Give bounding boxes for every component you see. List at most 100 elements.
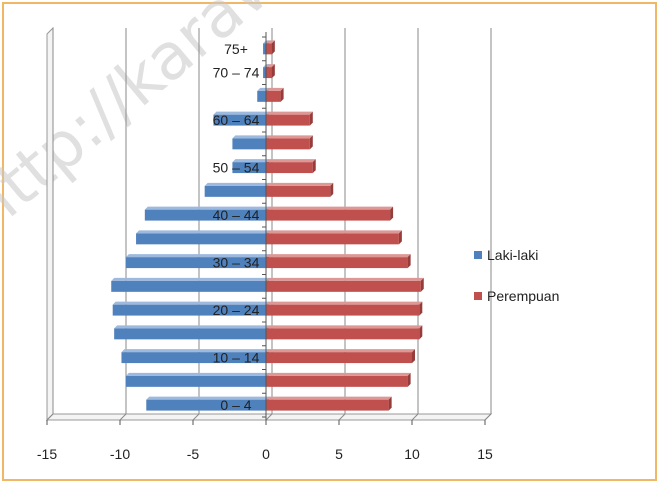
gridline-floor [338,413,346,421]
bar-end-perempuan [388,396,392,411]
legend-label-perempuan: Perempuan [487,288,559,304]
bar-end-perempuan [398,230,402,245]
bar-end-perempuan [309,135,313,150]
bar-top-perempuan [266,159,316,163]
bar-laki-laki [204,185,266,197]
bar-perempuan [266,257,408,269]
bar-laki-laki [121,352,267,364]
bar-laki-laki [125,257,266,269]
bar-top-laki-laki [125,254,269,258]
x-tick-label: 0 [262,446,270,462]
bar-laki-laki [232,138,266,150]
x-tick-label: 10 [404,446,420,462]
bar-perempuan [266,304,420,316]
bar-perempuan [266,209,391,221]
bar-top-laki-laki [136,230,269,234]
bar-top-laki-laki [121,349,270,353]
bar-top-perempuan [266,206,394,210]
gridline-floor [411,413,419,421]
gridline-floor [265,413,273,421]
category-label: 30 – 34 [213,255,260,271]
bar-perempuan [266,43,272,55]
gridline-floor [484,413,492,421]
legend-swatch-laki-laki [474,251,482,259]
bar-end-perempuan [407,372,411,387]
bar-end-perempuan [280,87,284,102]
bar-laki-laki [136,233,266,245]
bar-top-perempuan [266,40,275,44]
bar-perempuan [266,233,399,245]
bar-laki-laki [263,43,266,55]
bar-laki-laki [114,328,266,340]
bar-top-laki-laki [213,111,269,115]
bar-laki-laki [146,399,266,411]
bar-end-perempuan [271,40,275,55]
gridline-floor [46,413,54,421]
bar-laki-laki [263,67,266,79]
category-label: 20 – 24 [213,302,260,318]
bar-perempuan [266,352,412,364]
bar-end-perempuan [419,301,423,316]
legend-label-laki-laki: Laki-laki [487,247,538,263]
category-label: 10 – 14 [213,350,260,366]
category-label: 60 – 64 [213,112,260,128]
bar-top-perempuan [266,396,392,400]
bar-end-perempuan [309,111,313,126]
bar-perempuan [266,162,313,174]
bar-top-perempuan [266,301,423,305]
bar-perempuan [266,185,331,197]
category-label: 50 – 54 [213,160,260,176]
bar-perempuan [266,328,420,340]
x-tick-label: -5 [187,446,200,462]
bar-top-perempuan [266,64,275,68]
bar-end-perempuan [420,277,424,292]
x-tick-label: -10 [110,446,130,462]
bar-laki-laki [232,162,266,174]
bar-top-perempuan [266,325,423,329]
bar-perempuan [266,280,421,292]
bar-laki-laki [144,209,266,221]
bar-top-laki-laki [144,206,269,210]
bar-top-laki-laki [146,396,269,400]
bar-laki-laki [125,375,266,387]
bar-top-perempuan [266,87,284,91]
bar-end-perempuan [330,182,334,197]
gridline-floor [119,413,127,421]
bar-top-laki-laki [125,372,269,376]
bar-top-perempuan [266,182,334,186]
side-wall [46,26,54,422]
category-label: 70 – 74 [213,65,260,81]
bar-top-perempuan [266,135,313,139]
bar-top-perempuan [266,230,402,234]
x-tick-label: 5 [335,446,343,462]
bar-top-perempuan [266,111,313,115]
bar-top-perempuan [266,277,424,281]
bar-laki-laki [111,280,267,292]
bar-perempuan [266,399,389,411]
bar-top-perempuan [266,254,411,258]
x-tick-label: -15 [37,446,57,462]
bar-perempuan [266,138,310,150]
bar-perempuan [266,114,310,126]
bar-perempuan [266,375,408,387]
bar-laki-laki [112,304,266,316]
bar-top-laki-laki [114,325,269,329]
bar-top-laki-laki [232,135,269,139]
bar-top-laki-laki [204,182,269,186]
legend-swatch-perempuan [474,292,482,300]
bar-end-perempuan [312,159,316,174]
bar-laki-laki [213,114,266,126]
bar-end-perempuan [390,206,394,221]
bar-laki-laki [257,90,266,102]
bar-top-laki-laki [232,159,269,163]
bar-top-laki-laki [112,301,269,305]
bar-end-perempuan [271,64,275,79]
bar-end-perempuan [419,325,423,340]
bar-top-perempuan [266,372,411,376]
category-label: 0 – 4 [220,397,251,413]
bar-top-perempuan [266,349,415,353]
bar-end-perempuan [412,349,415,364]
x-tick-label: 15 [477,446,493,462]
gridline-floor [192,413,200,421]
